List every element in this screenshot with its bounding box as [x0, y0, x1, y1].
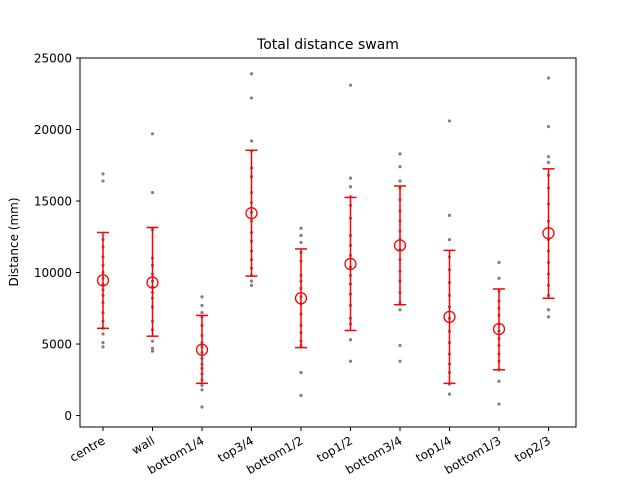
mean-marker: [443, 310, 456, 324]
data-point: [497, 260, 501, 265]
plot-area-frame: [79, 57, 577, 428]
chart-title: Total distance swam: [256, 37, 399, 53]
data-point: [348, 338, 353, 342]
y-tick-label: 20000: [34, 123, 72, 137]
x-tick-label: bottom3/4: [343, 433, 404, 476]
data-point: [101, 179, 105, 183]
plot-marks: [96, 72, 555, 409]
x-tick-label: wall: [129, 433, 157, 457]
mean-marker: [344, 257, 357, 271]
data-point: [398, 165, 402, 169]
data-point: [200, 303, 204, 308]
data-point: [447, 238, 452, 242]
x-tick-label: bottom1/4: [145, 433, 206, 476]
data-point: [398, 343, 402, 348]
data-point: [299, 393, 303, 398]
data-point: [200, 405, 204, 409]
data-point: [150, 346, 155, 350]
data-point: [398, 179, 402, 183]
x-tick-label: top3/4: [215, 433, 256, 465]
mean-marker: [492, 322, 506, 336]
data-point: [200, 310, 204, 315]
data-point: [398, 152, 402, 156]
data-point: [150, 132, 155, 136]
mean-marker: [245, 207, 258, 220]
mean-marker: [195, 343, 209, 356]
data-point: [150, 190, 155, 195]
data-point: [101, 332, 105, 336]
data-point: [497, 379, 501, 383]
data-point: [299, 371, 303, 375]
data-point: [398, 359, 402, 363]
data-point: [249, 283, 254, 288]
y-tick-label: 15000: [34, 195, 72, 209]
data-point: [447, 213, 452, 217]
x-tick-label: bottom1/2: [244, 433, 305, 476]
data-point: [348, 359, 353, 363]
data-point: [150, 349, 155, 353]
data-point: [101, 341, 105, 345]
x-tick-label: top1/2: [314, 433, 355, 465]
mean-marker: [393, 239, 407, 252]
data-point: [497, 402, 501, 406]
x-tick-label: centre: [67, 433, 107, 464]
data-point: [249, 72, 254, 76]
data-point: [398, 308, 402, 312]
data-point: [546, 125, 551, 129]
data-point: [299, 233, 303, 237]
data-point: [249, 139, 254, 143]
x-tick-label: bottom1/3: [442, 433, 503, 476]
data-point: [348, 185, 353, 189]
data-point: [546, 155, 551, 159]
data-point: [299, 240, 303, 245]
data-point: [249, 96, 254, 100]
mean-marker: [542, 227, 555, 240]
mean-marker: [96, 274, 110, 287]
data-point: [249, 279, 254, 283]
data-point: [546, 315, 551, 319]
y-tick-label: 10000: [34, 266, 72, 280]
data-point: [101, 172, 105, 176]
y-tick-label: 0: [64, 409, 72, 423]
mean-marker: [146, 276, 159, 289]
data-point: [497, 276, 501, 280]
data-point: [546, 308, 551, 312]
data-point: [447, 119, 452, 123]
data-point: [348, 176, 353, 180]
x-tick-label: top1/4: [413, 433, 454, 465]
data-point: [299, 226, 303, 230]
y-tick-label: 5000: [41, 338, 72, 352]
y-tick-label: 25000: [34, 52, 72, 66]
data-point: [200, 295, 204, 299]
data-point: [200, 383, 204, 388]
data-point: [150, 339, 155, 343]
data-point: [200, 388, 204, 392]
data-point: [348, 83, 353, 87]
data-point: [546, 160, 551, 165]
data-point: [101, 345, 105, 349]
y-axis-label: Distance (mm): [7, 197, 21, 286]
x-tick-label: top2/3: [512, 433, 553, 465]
mean-marker: [294, 292, 308, 305]
data-point: [546, 76, 551, 80]
data-point: [447, 392, 452, 396]
y-axis: 0 5000 10000 15000 20000 25000: [34, 52, 80, 423]
